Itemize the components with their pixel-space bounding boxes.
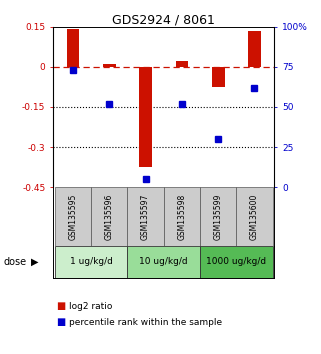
Text: percentile rank within the sample: percentile rank within the sample: [69, 318, 222, 327]
Text: GSM135598: GSM135598: [178, 193, 187, 240]
Bar: [103, 64, 116, 67]
Bar: [139, 67, 152, 167]
Bar: [200, 187, 236, 246]
Text: GSM135597: GSM135597: [141, 193, 150, 240]
Bar: [176, 61, 188, 67]
Bar: [236, 187, 273, 246]
Text: GSM135596: GSM135596: [105, 193, 114, 240]
Text: dose: dose: [3, 257, 26, 267]
Text: 1 ug/kg/d: 1 ug/kg/d: [70, 257, 113, 266]
Bar: [212, 67, 224, 87]
Bar: [91, 187, 127, 246]
Text: GSM135595: GSM135595: [68, 193, 77, 240]
Title: GDS2924 / 8061: GDS2924 / 8061: [112, 13, 215, 27]
Text: GSM135599: GSM135599: [214, 193, 223, 240]
Bar: [164, 187, 200, 246]
Text: ■: ■: [56, 301, 65, 311]
Bar: [248, 30, 261, 67]
Bar: [66, 29, 79, 67]
Text: GSM135600: GSM135600: [250, 193, 259, 240]
Text: 1000 ug/kg/d: 1000 ug/kg/d: [206, 257, 266, 266]
Text: ▶: ▶: [30, 257, 38, 267]
Bar: [127, 246, 200, 278]
Text: log2 ratio: log2 ratio: [69, 302, 112, 311]
Text: 10 ug/kg/d: 10 ug/kg/d: [139, 257, 188, 266]
Text: ■: ■: [56, 317, 65, 327]
Bar: [127, 187, 164, 246]
Bar: [200, 246, 273, 278]
Bar: [55, 187, 91, 246]
Bar: [55, 246, 127, 278]
